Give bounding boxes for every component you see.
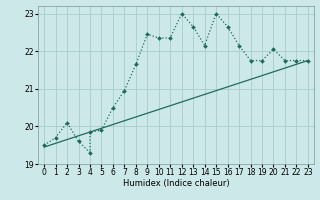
- X-axis label: Humidex (Indice chaleur): Humidex (Indice chaleur): [123, 179, 229, 188]
